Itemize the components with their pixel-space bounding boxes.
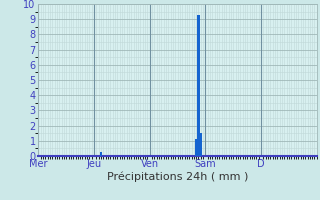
Bar (197, 15, 200, 156)
Bar (195, 139, 197, 156)
Bar (100, 152, 102, 156)
Bar (200, 133, 202, 156)
X-axis label: Précipitations 24h ( mm ): Précipitations 24h ( mm ) (107, 172, 248, 182)
